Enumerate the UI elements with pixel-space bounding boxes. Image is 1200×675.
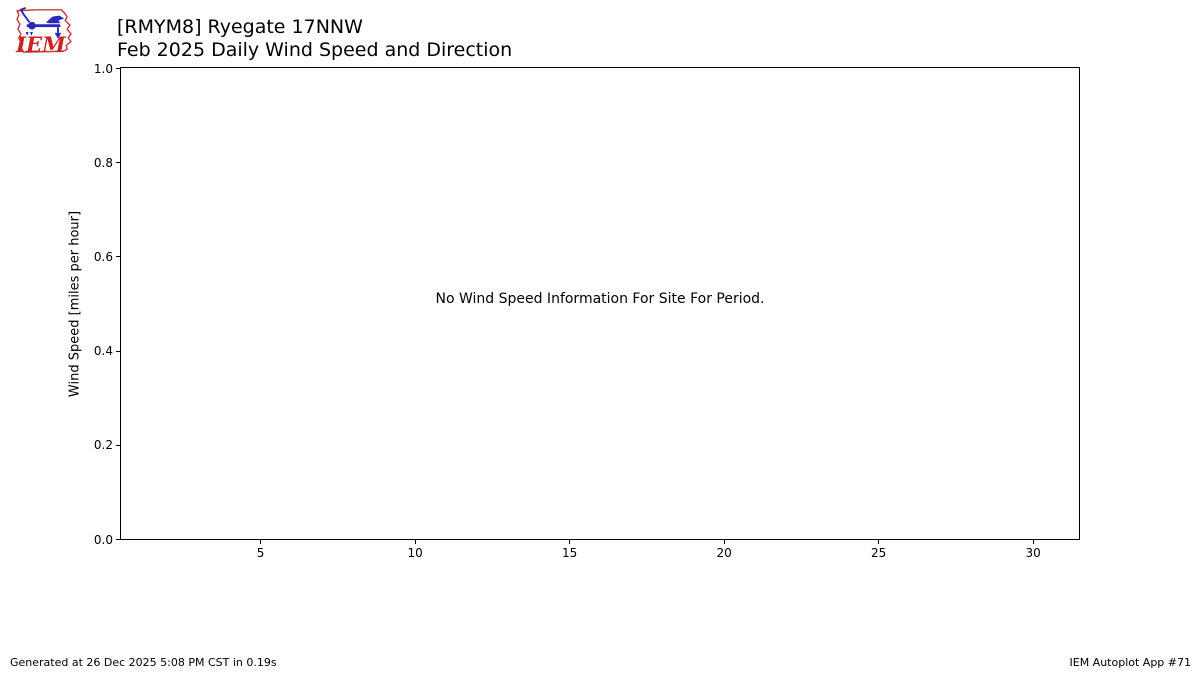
y-tick-mark: 0.2 [94, 438, 121, 452]
chart-title: [RMYM8] Ryegate 17NNW [117, 16, 363, 38]
x-tick-label: 30 [1025, 546, 1041, 560]
x-tick-label: 20 [716, 546, 732, 560]
y-tick-mark: 0.8 [94, 156, 121, 170]
y-tick-mark: 1.0 [94, 62, 121, 76]
no-data-message: No Wind Speed Information For Site For P… [435, 290, 765, 307]
weather-vane-icon [19, 6, 65, 39]
x-tick-label: 5 [256, 546, 265, 560]
y-tick-label: 0.0 [93, 532, 113, 547]
x-tick-label: 10 [407, 546, 423, 560]
x-tick-mark: 30 [1026, 539, 1041, 560]
y-tick-mark: 0.0 [94, 533, 121, 547]
x-tick-mark: 10 [407, 539, 423, 560]
y-tick-label: 0.2 [93, 438, 113, 453]
plot-area: Wind Speed [miles per hour] No Wind Spee… [68, 62, 1080, 560]
iem-logo: IEM [15, 6, 72, 58]
y-axis-ticks: 0.0 0.2 0.4 0.6 0.8 1.0 [94, 62, 1079, 547]
y-tick-label: 0.8 [93, 155, 113, 170]
x-tick-mark: 25 [871, 539, 886, 560]
y-axis-label: Wind Speed [miles per hour] [67, 210, 83, 397]
logo-text: IEM [15, 33, 66, 58]
y-tick-label: 0.6 [93, 249, 113, 264]
y-tick-mark: 0.6 [94, 250, 121, 264]
y-tick-label: 0.4 [93, 344, 113, 359]
x-tick-mark: 20 [716, 539, 732, 560]
iowa-outline-icon [16, 9, 72, 53]
x-tick-label: 25 [870, 546, 887, 560]
chart-subtitle: Feb 2025 Daily Wind Speed and Direction [117, 39, 513, 61]
x-tick-label: 15 [561, 546, 578, 560]
app-credit: IEM Autoplot App #71 [1069, 656, 1192, 669]
x-tick-mark: 5 [257, 539, 264, 560]
y-tick-label: 1.0 [93, 61, 113, 76]
generated-timestamp: Generated at 26 Dec 2025 5:08 PM CST in … [10, 656, 277, 669]
x-axis-ticks: 5 10 15 20 25 30 [121, 68, 1079, 560]
chart-title-block: [RMYM8] Ryegate 17NNW Feb 2025 Daily Win… [117, 16, 512, 62]
y-tick-mark: 0.4 [94, 344, 121, 358]
x-tick-mark: 15 [562, 539, 577, 560]
